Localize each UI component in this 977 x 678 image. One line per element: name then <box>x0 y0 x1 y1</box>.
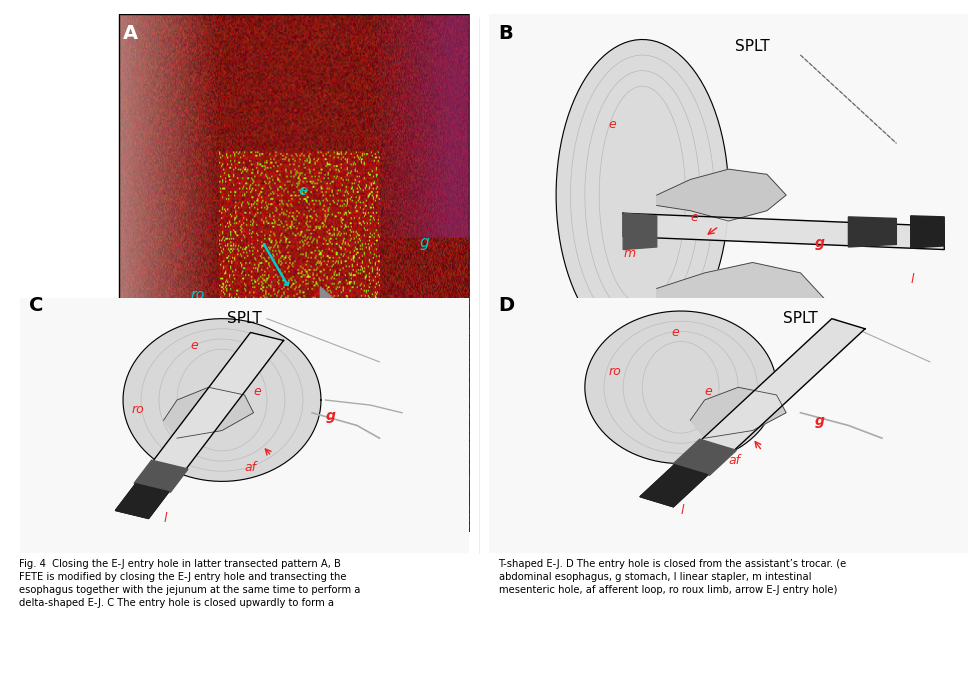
Polygon shape <box>622 214 656 250</box>
Text: e: e <box>608 118 616 131</box>
Bar <box>118 14 469 532</box>
Text: Fig. 4  Closing the E-J entry hole in latter transected pattern A, B
FETE is mod: Fig. 4 Closing the E-J entry hole in lat… <box>20 559 361 608</box>
Text: af: af <box>728 454 740 466</box>
Text: e: e <box>703 385 711 398</box>
Text: ro: ro <box>574 325 587 338</box>
Text: A: A <box>123 24 138 43</box>
Text: l: l <box>910 273 913 286</box>
Polygon shape <box>163 387 253 438</box>
Polygon shape <box>639 464 707 506</box>
Text: ro: ro <box>132 403 145 416</box>
Text: g: g <box>814 414 824 428</box>
Text: l: l <box>680 504 684 517</box>
Text: e: e <box>191 339 198 352</box>
Text: SPLT: SPLT <box>783 311 817 326</box>
Polygon shape <box>690 387 786 438</box>
Text: C: C <box>28 296 43 315</box>
Text: af: af <box>244 461 256 474</box>
Text: T-shaped E-J. D The entry hole is closed from the assistant’s trocar. (e
abdomin: T-shaped E-J. D The entry hole is closed… <box>498 559 846 595</box>
Text: af: af <box>348 376 361 390</box>
Polygon shape <box>584 311 776 464</box>
Text: D: D <box>498 296 514 315</box>
Polygon shape <box>123 319 320 481</box>
Polygon shape <box>656 262 824 325</box>
Text: g: g <box>814 236 824 250</box>
Polygon shape <box>656 170 786 221</box>
Polygon shape <box>134 460 188 492</box>
Text: ro: ro <box>191 288 204 302</box>
Text: SPLT: SPLT <box>227 311 262 326</box>
Text: l: l <box>163 512 167 525</box>
Polygon shape <box>672 439 736 475</box>
Text: m: m <box>622 247 635 260</box>
Bar <box>20 14 118 532</box>
Polygon shape <box>115 332 283 519</box>
Text: SPLT: SPLT <box>735 39 769 54</box>
Polygon shape <box>848 217 896 247</box>
Text: e: e <box>690 211 698 224</box>
Text: l: l <box>446 376 450 390</box>
Text: ro: ro <box>608 365 621 378</box>
Polygon shape <box>115 483 169 519</box>
Polygon shape <box>556 39 728 351</box>
Text: e: e <box>253 385 261 398</box>
Polygon shape <box>622 214 944 250</box>
Polygon shape <box>639 319 865 506</box>
Text: e: e <box>298 184 307 198</box>
Text: g: g <box>419 235 429 250</box>
Text: e: e <box>670 327 678 340</box>
Text: af: af <box>718 341 730 354</box>
Text: g: g <box>325 410 335 423</box>
Polygon shape <box>910 216 944 248</box>
Text: B: B <box>498 24 513 43</box>
